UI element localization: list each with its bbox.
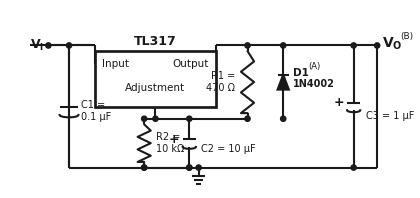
Circle shape bbox=[142, 116, 147, 121]
Text: Input: Input bbox=[102, 59, 129, 69]
Text: Adjustment: Adjustment bbox=[126, 83, 186, 93]
Circle shape bbox=[245, 43, 250, 48]
Circle shape bbox=[351, 43, 356, 48]
Text: +: + bbox=[169, 133, 179, 146]
Circle shape bbox=[142, 165, 147, 170]
Text: TL317: TL317 bbox=[134, 35, 177, 48]
Text: R1 =
470 Ω: R1 = 470 Ω bbox=[206, 71, 235, 93]
Text: Output: Output bbox=[173, 59, 209, 69]
Text: (B): (B) bbox=[401, 31, 414, 41]
Text: 1N4002: 1N4002 bbox=[293, 79, 334, 89]
Circle shape bbox=[375, 43, 380, 48]
Circle shape bbox=[196, 165, 201, 170]
Circle shape bbox=[245, 116, 250, 121]
Circle shape bbox=[66, 43, 72, 48]
Text: (A): (A) bbox=[309, 62, 321, 71]
Text: D1: D1 bbox=[293, 68, 308, 78]
FancyBboxPatch shape bbox=[95, 51, 215, 108]
Circle shape bbox=[46, 43, 51, 48]
Text: R2 =
10 kΩ: R2 = 10 kΩ bbox=[156, 132, 185, 154]
Text: +: + bbox=[333, 96, 344, 109]
Text: C3 = 1 μF: C3 = 1 μF bbox=[366, 111, 414, 121]
Text: C2 = 10 μF: C2 = 10 μF bbox=[202, 144, 256, 154]
Circle shape bbox=[351, 165, 356, 170]
Circle shape bbox=[153, 116, 158, 121]
Polygon shape bbox=[278, 75, 289, 90]
Text: $\mathbf{V_I}$: $\mathbf{V_I}$ bbox=[29, 38, 44, 53]
Text: C1 =
0.1 μF: C1 = 0.1 μF bbox=[81, 100, 111, 122]
Circle shape bbox=[142, 165, 147, 170]
Circle shape bbox=[186, 165, 192, 170]
Circle shape bbox=[186, 116, 192, 121]
Circle shape bbox=[281, 43, 286, 48]
Circle shape bbox=[281, 116, 286, 121]
Text: $\mathbf{V_O}$: $\mathbf{V_O}$ bbox=[382, 35, 402, 52]
Circle shape bbox=[186, 165, 192, 170]
